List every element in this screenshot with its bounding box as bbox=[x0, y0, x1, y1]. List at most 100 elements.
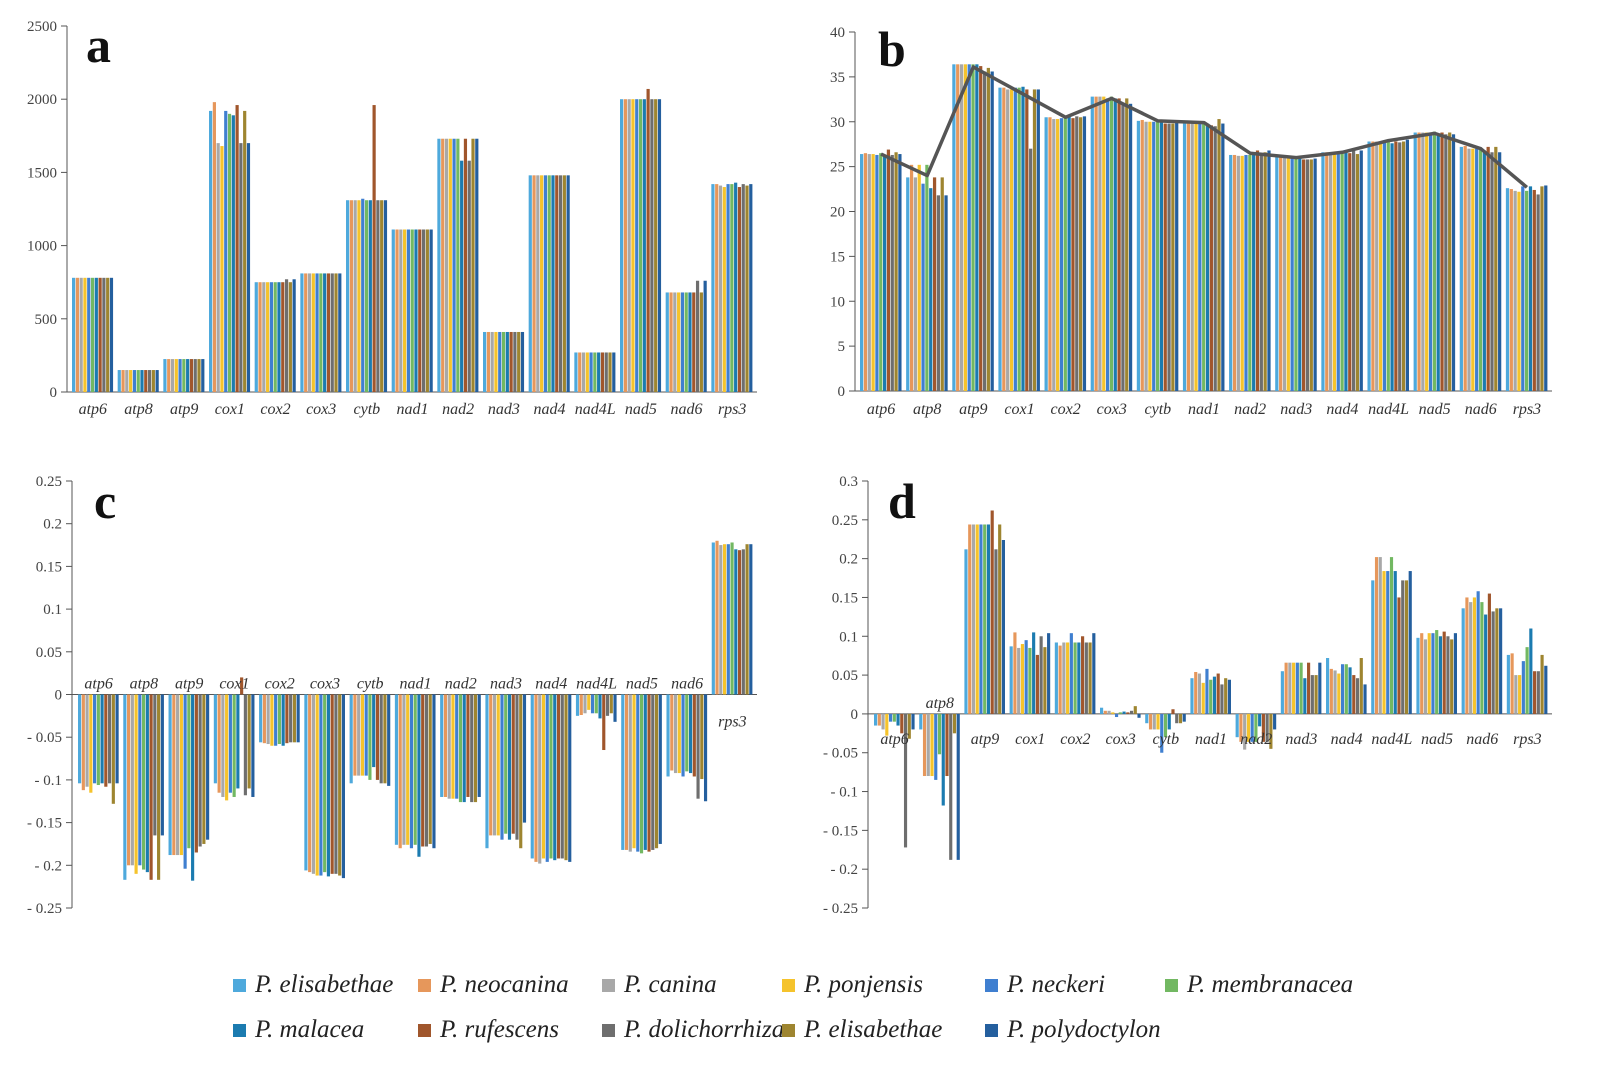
bar bbox=[284, 279, 289, 392]
bar bbox=[543, 175, 548, 392]
y-tick-label: 0.15 bbox=[36, 559, 62, 575]
category-label: cox3 bbox=[306, 401, 336, 418]
bar bbox=[1498, 152, 1502, 391]
y-tick-label: - 0.1 bbox=[831, 785, 859, 801]
category-label: cox2 bbox=[265, 676, 295, 693]
legend-label: P. neocanina bbox=[440, 971, 569, 998]
bar bbox=[886, 149, 891, 391]
bar bbox=[688, 694, 693, 774]
bar bbox=[1528, 186, 1533, 391]
category-label: atp6 bbox=[880, 731, 908, 748]
bar bbox=[1006, 89, 1010, 391]
bar bbox=[440, 694, 444, 797]
bar bbox=[380, 200, 384, 392]
bar bbox=[117, 370, 121, 392]
bar bbox=[1227, 679, 1231, 714]
category-label: nad5 bbox=[625, 401, 657, 418]
bar bbox=[104, 694, 108, 787]
bar bbox=[715, 540, 719, 695]
bar bbox=[532, 175, 536, 392]
bar bbox=[639, 694, 644, 854]
bar bbox=[1425, 132, 1429, 391]
bar bbox=[522, 694, 527, 823]
bar bbox=[929, 188, 933, 391]
bar bbox=[443, 694, 448, 797]
bar bbox=[1148, 713, 1153, 730]
bar bbox=[1265, 713, 1269, 742]
bar bbox=[937, 713, 942, 755]
bar bbox=[441, 138, 445, 392]
bar bbox=[1252, 154, 1256, 391]
bar bbox=[410, 229, 414, 392]
bar bbox=[138, 694, 142, 866]
bar bbox=[545, 694, 549, 862]
bar bbox=[157, 694, 161, 880]
bar bbox=[467, 160, 471, 392]
legend-swatch bbox=[782, 978, 795, 992]
bar bbox=[81, 694, 85, 791]
bar bbox=[277, 282, 281, 392]
bar bbox=[509, 331, 513, 392]
bar bbox=[1337, 673, 1341, 714]
bar bbox=[387, 694, 391, 786]
bar bbox=[669, 292, 673, 392]
category-label: nad4 bbox=[1331, 731, 1363, 748]
bar bbox=[326, 694, 330, 877]
bar bbox=[1175, 713, 1179, 724]
bar bbox=[1490, 152, 1494, 391]
legend-swatch bbox=[985, 978, 998, 992]
bar bbox=[1510, 653, 1514, 714]
legend-swatch bbox=[782, 1023, 795, 1037]
bar bbox=[209, 110, 213, 392]
bar bbox=[651, 694, 655, 850]
bar bbox=[1077, 642, 1081, 714]
bar bbox=[1220, 684, 1224, 714]
bar bbox=[1025, 89, 1029, 391]
bar bbox=[598, 694, 602, 719]
bar bbox=[1394, 141, 1398, 391]
category-label: cox1 bbox=[219, 676, 249, 693]
bar bbox=[871, 154, 875, 391]
y-tick-label: 0 bbox=[838, 384, 846, 400]
legend-item: P. elisabethae bbox=[233, 965, 393, 1005]
category-label: nad1 bbox=[1188, 401, 1220, 418]
bar bbox=[877, 713, 881, 726]
bar bbox=[391, 229, 395, 392]
bar bbox=[395, 229, 399, 392]
bar bbox=[437, 138, 441, 392]
bar bbox=[1313, 158, 1317, 391]
bar bbox=[93, 694, 97, 784]
bar bbox=[749, 544, 753, 695]
bar bbox=[1432, 131, 1436, 391]
bar bbox=[357, 694, 361, 776]
bar bbox=[1232, 154, 1237, 391]
bar bbox=[1417, 132, 1421, 391]
bar bbox=[432, 694, 436, 849]
bar bbox=[1292, 662, 1296, 714]
y-tick-label: 0.25 bbox=[832, 513, 858, 529]
bar bbox=[917, 164, 921, 391]
y-tick-label: - 0.25 bbox=[823, 901, 858, 917]
bar bbox=[1397, 597, 1401, 714]
bar bbox=[1494, 146, 1498, 391]
bar bbox=[106, 277, 110, 392]
bar bbox=[1209, 679, 1213, 714]
bar bbox=[375, 694, 380, 780]
bar bbox=[379, 694, 383, 784]
category-label: nad3 bbox=[488, 401, 520, 418]
bar bbox=[1100, 707, 1104, 714]
y-tick-label: 1500 bbox=[27, 165, 57, 181]
bar bbox=[1336, 153, 1340, 391]
bar bbox=[1401, 580, 1405, 714]
bar bbox=[711, 542, 715, 695]
y-tick-label: - 0.2 bbox=[35, 858, 63, 874]
bar bbox=[304, 694, 308, 871]
legend-label: P. elisabethae bbox=[255, 971, 394, 998]
bar bbox=[1155, 119, 1160, 392]
bar bbox=[1102, 96, 1106, 392]
bar bbox=[517, 331, 521, 392]
bar bbox=[132, 370, 137, 392]
bar bbox=[201, 359, 205, 392]
bar bbox=[650, 99, 654, 392]
bar bbox=[605, 694, 610, 716]
